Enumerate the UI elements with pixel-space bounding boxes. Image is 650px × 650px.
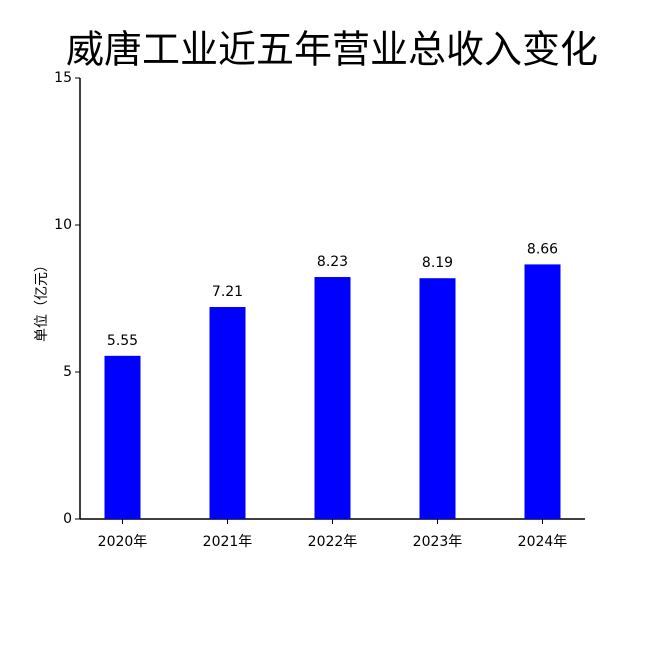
bar	[524, 264, 561, 519]
x-tick-label: 2023年	[413, 534, 463, 550]
data-label: 8.19	[422, 255, 453, 271]
y-axis-label: 单位（亿元）	[34, 258, 50, 342]
bar	[314, 277, 351, 519]
x-tick-label: 2021年	[203, 534, 253, 550]
chart-title: 威唐工业近五年营业总收入变化	[66, 28, 598, 72]
bar	[104, 355, 141, 519]
y-tick-label: 0	[63, 511, 72, 527]
bar	[419, 278, 456, 519]
data-label: 7.21	[212, 284, 243, 300]
x-tick-label: 2020年	[98, 534, 148, 550]
data-label: 5.55	[107, 333, 138, 349]
data-label: 8.23	[317, 254, 348, 270]
x-tick-label: 2024年	[518, 534, 568, 550]
y-tick-label: 15	[54, 70, 72, 86]
x-tick-label: 2022年	[308, 534, 358, 550]
bar	[209, 307, 246, 519]
data-label: 8.66	[527, 241, 558, 257]
y-tick-label: 5	[63, 364, 72, 380]
y-tick-label: 10	[54, 217, 72, 233]
